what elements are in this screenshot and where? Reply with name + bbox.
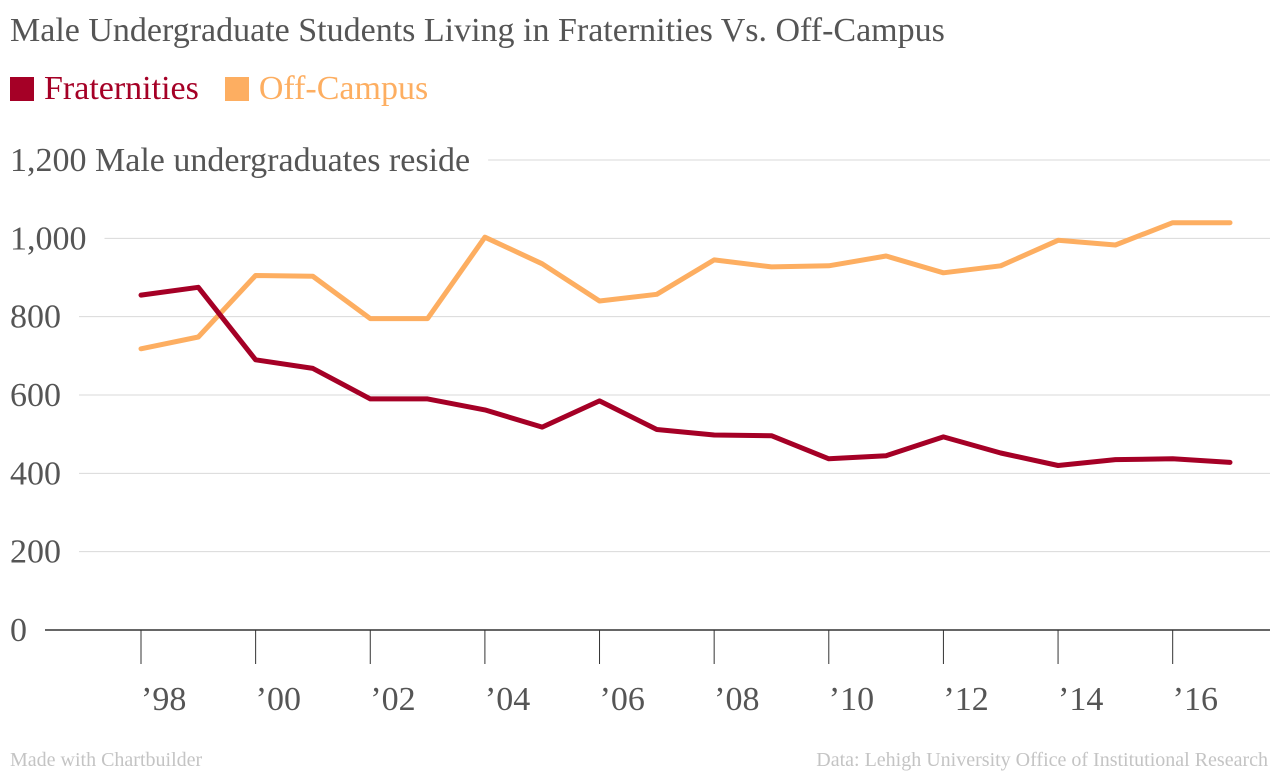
footer-credit: Made with Chartbuilder xyxy=(10,749,203,771)
series-line-off-campus xyxy=(138,220,1233,352)
series-line-fraternities xyxy=(138,284,1233,468)
footer-source: Data: Lehigh University Office of Instit… xyxy=(816,749,1268,771)
x-tick-label: ’12 xyxy=(943,681,988,718)
legend-swatch-off-campus xyxy=(224,77,249,101)
legend: Fraternities Off-Campus xyxy=(10,70,454,108)
x-tick-label: ’10 xyxy=(829,681,874,718)
y-axis-top-label: 1,200 Male undergraduates reside xyxy=(10,142,470,179)
legend-label-fraternities: Fraternities xyxy=(44,70,199,107)
y-tick-label: 0 xyxy=(10,612,27,649)
grid-layer xyxy=(45,159,1270,631)
x-tick-label: ’14 xyxy=(1058,681,1103,718)
x-tick-label: ’04 xyxy=(485,681,530,718)
legend-item-fraternities: Fraternities xyxy=(10,70,199,108)
series-layer xyxy=(138,220,1233,468)
y-tick-label: 200 xyxy=(10,534,61,571)
y-tick-label: 400 xyxy=(10,455,61,492)
y-tick-label: 1,000 xyxy=(10,220,87,257)
y-tick-label: 600 xyxy=(10,377,61,414)
y-tick-label: 800 xyxy=(10,299,61,336)
y-axis-ticks: 0 200 400 600 800 1,000 1,200 Male undergradua… xyxy=(10,142,470,649)
legend-label-off-campus: Off-Campus xyxy=(258,70,429,107)
chart-title: Male Undergraduate Students Living in Fr… xyxy=(10,12,945,49)
x-axis-ticks: ’98 ’00 ’02 ’04 ’06 ’08 ’10 ’12 ’14 ’16 xyxy=(140,630,1218,718)
legend-swatch-fraternities xyxy=(10,77,34,101)
legend-item-off-campus: Off-Campus xyxy=(224,70,429,108)
x-tick-label: ’00 xyxy=(256,681,301,718)
x-tick-label: ’16 xyxy=(1173,681,1218,718)
x-tick-label: ’02 xyxy=(370,681,415,718)
x-tick-label: ’08 xyxy=(714,681,759,718)
x-tick-label: ’98 xyxy=(141,681,186,718)
x-tick-label: ’06 xyxy=(600,681,645,718)
